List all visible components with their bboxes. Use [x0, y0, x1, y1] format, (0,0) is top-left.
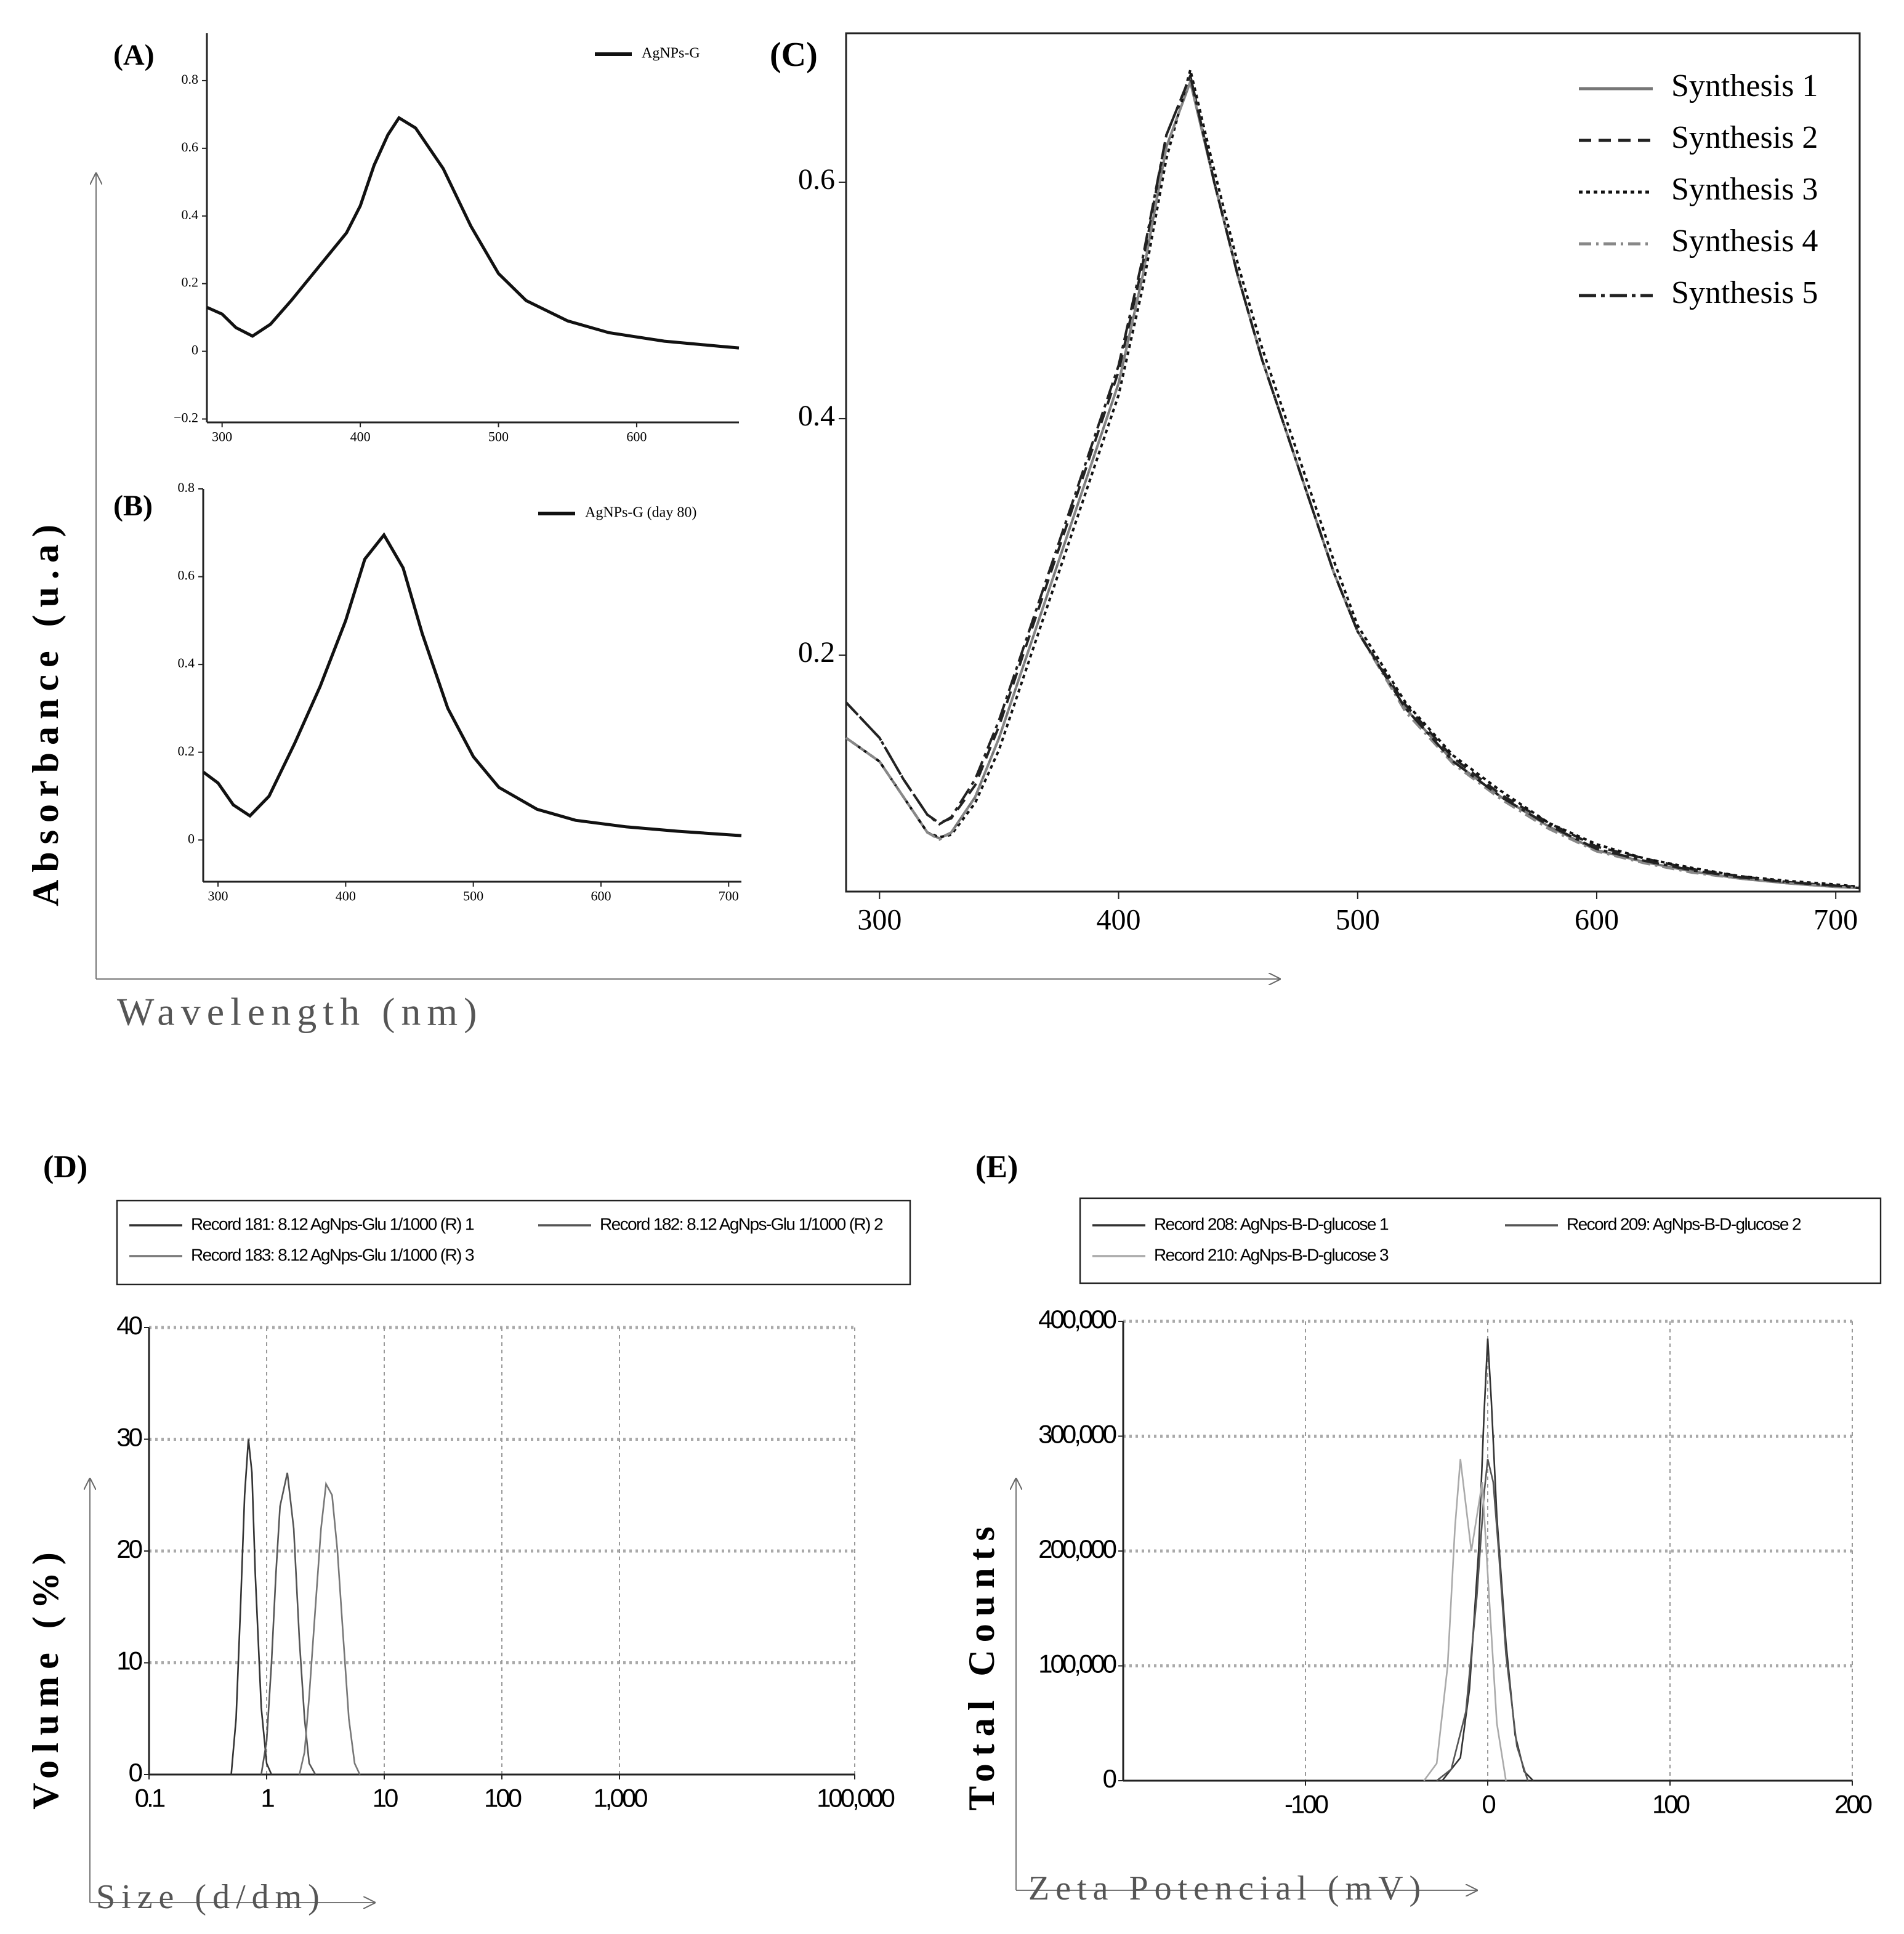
- x-tick-label: 700: [719, 888, 739, 904]
- y-tick-label: 0: [192, 342, 198, 358]
- data-line: [1423, 1459, 1507, 1781]
- x-tick-label: 400: [336, 888, 356, 904]
- panel-label: (D): [43, 1150, 87, 1185]
- y-tick-label: 0.6: [182, 139, 199, 155]
- legend-label: Record 210: AgNps-B-D-glucose 3: [1154, 1245, 1389, 1264]
- data-line: [845, 69, 1860, 888]
- y-tick-label: −0.2: [174, 410, 198, 425]
- y-tick-label: 0.2: [182, 275, 199, 290]
- data-line: [845, 71, 1860, 890]
- legend-label: Synthesis 2: [1671, 120, 1818, 155]
- x-tick-label: 600: [591, 888, 611, 904]
- x-tick-label: 0.1: [135, 1784, 165, 1813]
- y-tick-label: 400,000: [1038, 1305, 1116, 1334]
- y-tick-label: 20: [116, 1534, 142, 1563]
- x-tick-label: 10: [373, 1784, 398, 1813]
- data-line: [230, 1439, 273, 1775]
- data-line: [206, 116, 740, 350]
- x-tick-label: 100,000: [817, 1784, 894, 1813]
- y-axis-label: Total Counts: [961, 1519, 1002, 1811]
- y-tick-label: 0: [129, 1758, 142, 1787]
- legend-label: Record 208: AgNps-B-D-glucose 1: [1154, 1214, 1389, 1233]
- data-line: [260, 1472, 317, 1775]
- x-tick-label: 400: [350, 429, 371, 445]
- data-line: [298, 1481, 361, 1775]
- data-line: [202, 532, 742, 837]
- x-tick-label: 700: [1813, 903, 1858, 936]
- y-axis-label: Absorbance (u.a): [25, 517, 66, 906]
- y-tick-label: 100,000: [1038, 1650, 1116, 1678]
- legend-label: Synthesis 5: [1671, 275, 1818, 310]
- panel-label: (A): [113, 39, 155, 71]
- legend-label: Record 181: 8.12 AgNps-Glu 1/1000 (R) 1: [191, 1214, 474, 1233]
- panel-label: (C): [770, 36, 818, 74]
- x-tick-label: 100: [1652, 1790, 1690, 1819]
- x-tick-label: 500: [1336, 903, 1380, 936]
- y-tick-label: 30: [116, 1423, 142, 1452]
- data-line: [1436, 1459, 1529, 1782]
- x-tick-label: 300: [208, 888, 228, 904]
- legend-label: AgNPs-G: [642, 46, 700, 62]
- x-tick-label: -100: [1285, 1790, 1328, 1819]
- legend-label: Synthesis 4: [1671, 224, 1818, 259]
- y-tick-label: 0: [1103, 1764, 1116, 1793]
- legend-label: AgNPs-G (day 80): [585, 505, 696, 521]
- y-tick-label: 0.2: [798, 636, 835, 669]
- x-tick-label: 500: [463, 888, 483, 904]
- y-axis-label: Volume (%): [25, 1545, 66, 1809]
- panel-label: (E): [975, 1150, 1018, 1185]
- legend-label: Synthesis 1: [1671, 68, 1818, 103]
- y-tick-label: 0.6: [178, 568, 195, 583]
- y-tick-label: 0.6: [798, 163, 835, 196]
- y-tick-label: 0: [188, 831, 195, 846]
- legend-label: Record 209: AgNps-B-D-glucose 2: [1567, 1214, 1801, 1233]
- y-tick-label: 0.8: [178, 480, 195, 495]
- y-tick-label: 10: [116, 1646, 142, 1675]
- x-tick-label: 100: [484, 1784, 522, 1813]
- data-line: [845, 77, 1860, 890]
- y-tick-label: 0.4: [798, 400, 835, 432]
- x-axis-label: Zeta Potencial (mV): [1028, 1869, 1427, 1908]
- x-tick-label: 300: [212, 429, 232, 445]
- x-tick-label: 300: [857, 903, 902, 936]
- x-tick-label: 400: [1097, 903, 1141, 936]
- y-tick-label: 0.2: [178, 743, 195, 759]
- y-tick-label: 0.8: [182, 71, 199, 87]
- x-axis-label: Wavelength (nm): [117, 990, 483, 1034]
- legend-label: Synthesis 3: [1671, 172, 1818, 207]
- plot-frame: [845, 32, 1861, 893]
- x-axis-label: Size (d/dm): [96, 1878, 326, 1916]
- legend-label: Record 182: 8.12 AgNps-Glu 1/1000 (R) 2: [600, 1214, 883, 1233]
- x-tick-label: 0: [1482, 1790, 1495, 1819]
- legend-box: [116, 1199, 911, 1286]
- legend-box: [1079, 1197, 1882, 1284]
- x-tick-label: 1,000: [593, 1784, 647, 1813]
- y-tick-label: 0.4: [178, 655, 195, 671]
- x-tick-label: 200: [1834, 1790, 1872, 1819]
- y-tick-label: 40: [116, 1311, 142, 1340]
- x-tick-label: 600: [1575, 903, 1619, 936]
- x-tick-label: 1: [260, 1784, 274, 1813]
- y-tick-label: 0.4: [182, 207, 199, 222]
- legend-label: Record 183: 8.12 AgNps-Glu 1/1000 (R) 3: [191, 1245, 474, 1264]
- x-tick-label: 600: [626, 429, 647, 445]
- y-tick-label: 300,000: [1038, 1420, 1116, 1449]
- panel-label: (B): [113, 490, 153, 522]
- x-tick-label: 500: [488, 429, 509, 445]
- y-tick-label: 200,000: [1038, 1534, 1116, 1563]
